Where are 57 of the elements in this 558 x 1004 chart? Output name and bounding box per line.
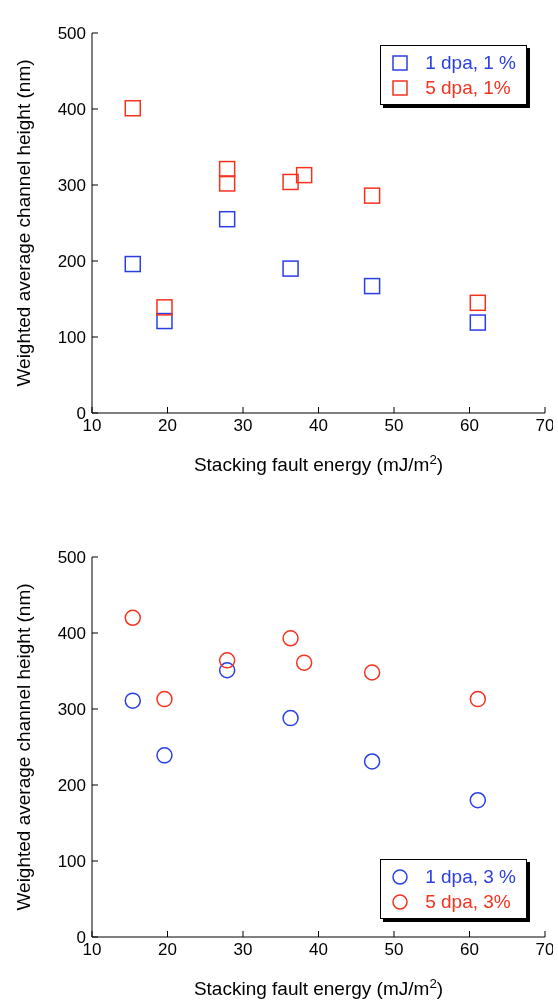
- x-tick-label: 50: [384, 940, 404, 960]
- point: [124, 255, 142, 273]
- y-tick-label: 100: [57, 852, 86, 872]
- legend-label: 1 dpa, 1 %: [425, 51, 516, 75]
- point: [156, 299, 173, 316]
- x-tick-label: 40: [309, 940, 328, 960]
- point: [363, 664, 381, 681]
- x-tick-label: 60: [460, 416, 479, 436]
- x-tick-label: 60: [460, 940, 479, 960]
- point: [295, 166, 313, 184]
- point: [218, 175, 236, 192]
- y-tick-label: 200: [57, 776, 86, 796]
- point: [218, 652, 236, 669]
- y-axis-title: Weighted average channel height (nm): [13, 583, 34, 911]
- y-tick-label: 400: [57, 624, 86, 644]
- y-tick-label: 400: [57, 100, 86, 120]
- point: [363, 277, 381, 295]
- point: [469, 314, 487, 331]
- point: [282, 173, 299, 191]
- point: [363, 753, 381, 770]
- point: [469, 690, 487, 708]
- legend-label: 1 dpa, 3 %: [425, 865, 516, 889]
- x-tick-label: 70: [535, 940, 555, 960]
- point: [124, 99, 142, 117]
- point: [156, 690, 173, 708]
- point: [469, 294, 487, 312]
- y-tick-label: 300: [57, 700, 86, 720]
- point: [282, 630, 299, 647]
- x-tick-label: 50: [384, 416, 404, 436]
- y-tick-label: 300: [57, 176, 86, 196]
- point: [295, 654, 313, 671]
- point: [469, 791, 487, 809]
- y-tick-label: 100: [57, 328, 86, 348]
- x-tick-label: 70: [535, 416, 555, 436]
- point: [363, 187, 381, 204]
- x-axis-title: Stacking fault energy (mJ/m$^{2}$): [193, 975, 444, 999]
- point: [282, 260, 299, 277]
- point: [124, 692, 142, 709]
- x-tick-label: 20: [158, 940, 177, 960]
- point: [282, 709, 299, 727]
- y-tick-label: 500: [57, 24, 86, 44]
- point: [156, 312, 173, 330]
- point: [218, 160, 236, 178]
- legend-label: 5 dpa, 3%: [425, 890, 511, 914]
- legend-label: 5 dpa, 1%: [425, 76, 511, 100]
- x-tick-label: 40: [309, 416, 328, 436]
- y-tick-label: 200: [57, 252, 86, 272]
- x-tick-label: 30: [233, 416, 253, 436]
- point: [218, 210, 236, 228]
- y-axis-title: Weighted average channel height (nm): [13, 59, 34, 387]
- x-axis-title: Stacking fault energy (mJ/m$^{2}$): [193, 451, 444, 475]
- y-tick-label: 500: [57, 548, 86, 568]
- x-tick-label: 30: [233, 940, 253, 960]
- point: [156, 747, 173, 764]
- point: [124, 609, 142, 627]
- x-tick-label: 20: [158, 416, 177, 436]
- point: [218, 661, 236, 679]
